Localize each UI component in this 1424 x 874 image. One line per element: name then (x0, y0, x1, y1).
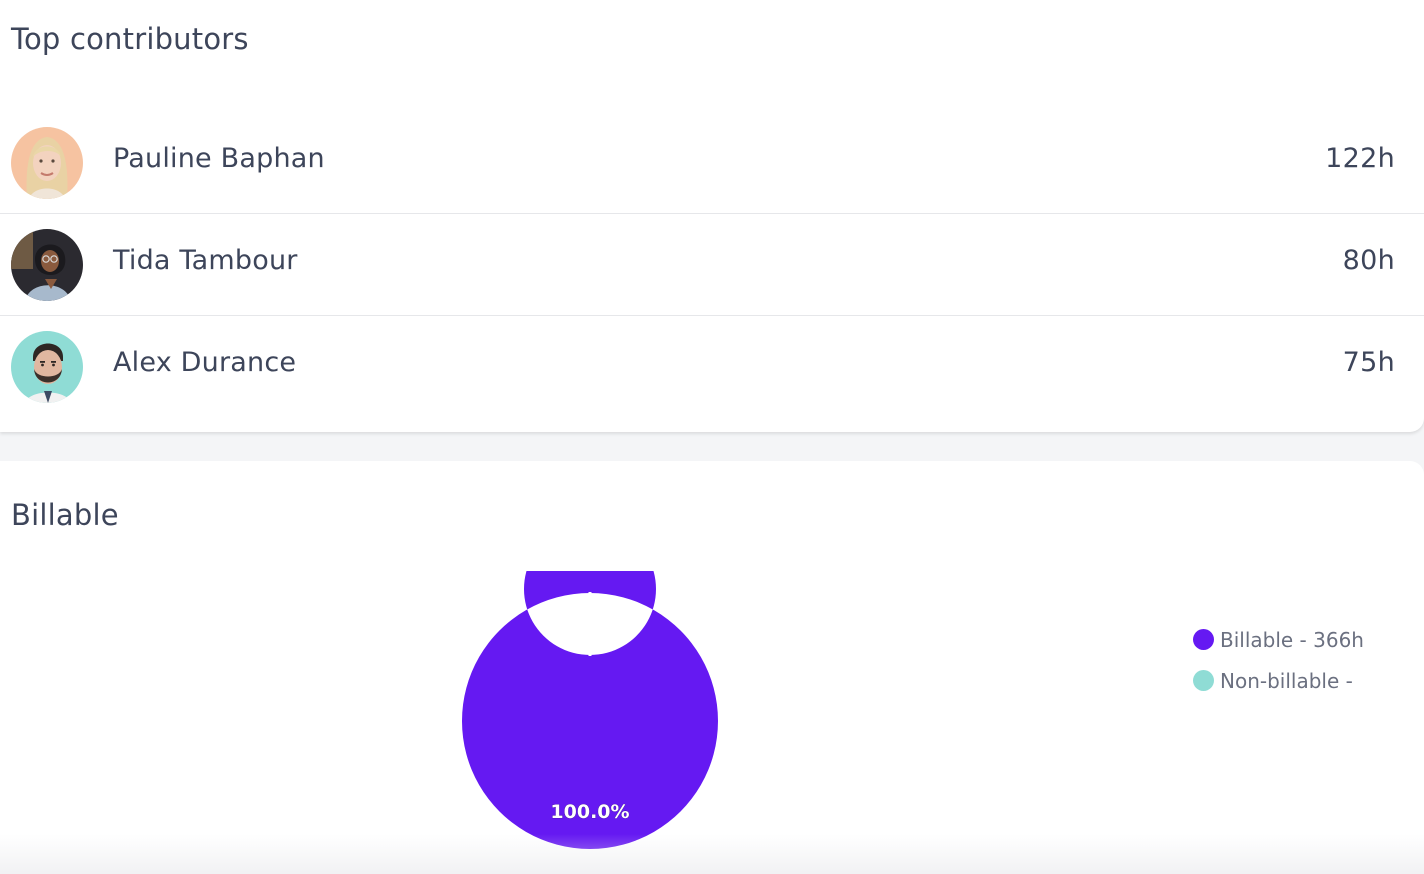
legend-dot (1193, 670, 1214, 691)
contributor-name: Tida Tambour (113, 245, 298, 276)
top-contributors-card: Top contributors Pauline Baphan 122h (0, 0, 1424, 432)
contributor-name: Pauline Baphan (113, 143, 325, 174)
legend-item-billable[interactable]: Billable - 366h (1192, 624, 1364, 665)
woman-blonde-avatar-icon (11, 127, 83, 199)
man-beard-avatar-icon (11, 331, 83, 403)
top-contributors-title: Top contributors (11, 22, 249, 56)
contributor-row[interactable]: Tida Tambour 80h (0, 214, 1424, 316)
legend-label: Non-billable - (1220, 669, 1353, 693)
contributor-hours: 122h (1325, 143, 1395, 174)
contributor-name: Alex Durance (113, 347, 297, 378)
contributor-row[interactable]: Pauline Baphan 122h (0, 112, 1424, 214)
contributors-list: Pauline Baphan 122h Tida Tambour 80h (0, 112, 1424, 418)
legend-item-non-billable[interactable]: Non-billable - (1192, 665, 1364, 706)
contributor-hours: 75h (1342, 347, 1395, 378)
contributor-row[interactable]: Alex Durance 75h (0, 316, 1424, 418)
legend-dot (1193, 629, 1214, 650)
chart-legend: Billable - 366h Non-billable - (1192, 624, 1364, 706)
billable-card: Billable 100.0% Billable - 366h Non-bill… (0, 461, 1424, 874)
billable-donut-chart: 100.0% (462, 571, 718, 849)
donut-slice-billable[interactable] (462, 571, 718, 849)
woman-glasses-avatar-icon (11, 229, 83, 301)
avatar (11, 331, 83, 403)
avatar (11, 127, 83, 199)
avatar (11, 229, 83, 301)
legend-label: Billable - 366h (1220, 628, 1364, 652)
donut-data-label: 100.0% (550, 801, 629, 823)
contributor-hours: 80h (1342, 245, 1395, 276)
billable-title: Billable (11, 498, 119, 532)
